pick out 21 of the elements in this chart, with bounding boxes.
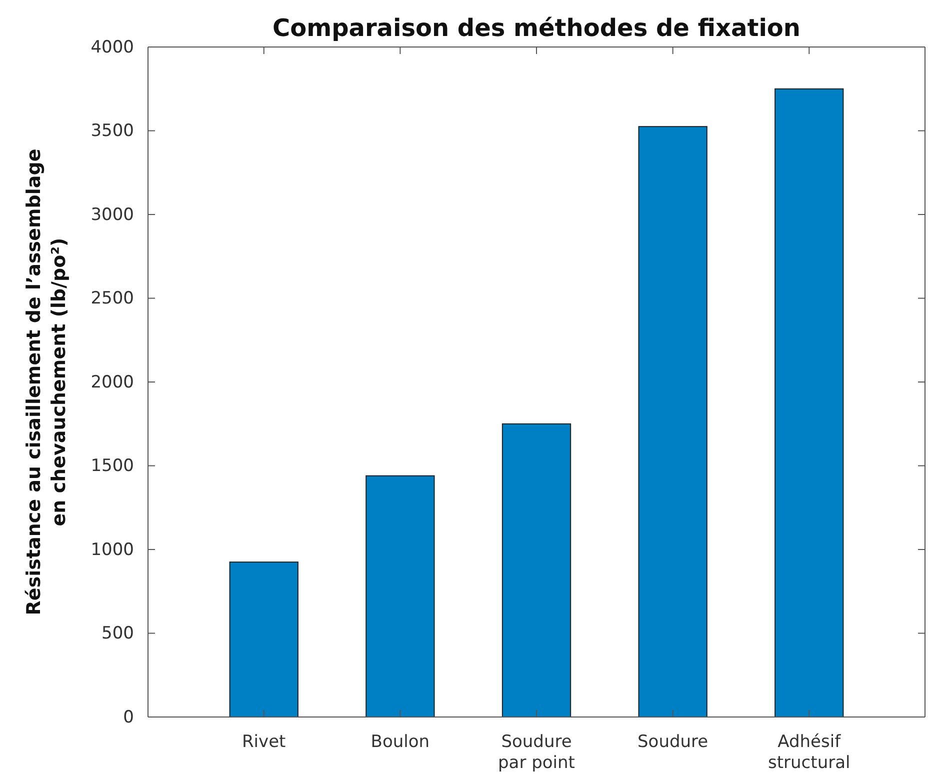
x-tick-label: Rivet xyxy=(242,732,286,752)
x-tick-label: Boulon xyxy=(370,732,430,752)
y-tick-label: 3000 xyxy=(90,204,134,225)
x-tick-label: Adhésif structural xyxy=(768,732,850,773)
y-tick-label: 1500 xyxy=(90,456,134,476)
bar xyxy=(638,126,708,718)
bar xyxy=(774,88,844,718)
chart-title: Comparaison des méthodes de fixation xyxy=(272,14,801,42)
bar xyxy=(366,475,435,718)
bar xyxy=(229,562,298,718)
y-tick-label: 3500 xyxy=(90,121,134,142)
y-tick-label: 4000 xyxy=(90,37,134,58)
y-tick-label: 1000 xyxy=(90,540,134,560)
y-tick-label: 0 xyxy=(123,707,134,728)
bar xyxy=(502,423,572,718)
y-tick-label: 500 xyxy=(102,624,134,644)
y-tick-label: 2000 xyxy=(90,372,134,392)
x-tick-label: Soudure xyxy=(638,732,708,752)
y-axis-title: Résistance au cisaillement de l’assemblage en chevauchement (lb/po²) xyxy=(23,148,70,616)
x-tick-label: Soudure par point xyxy=(498,732,576,773)
y-tick-label: 2500 xyxy=(90,288,134,309)
